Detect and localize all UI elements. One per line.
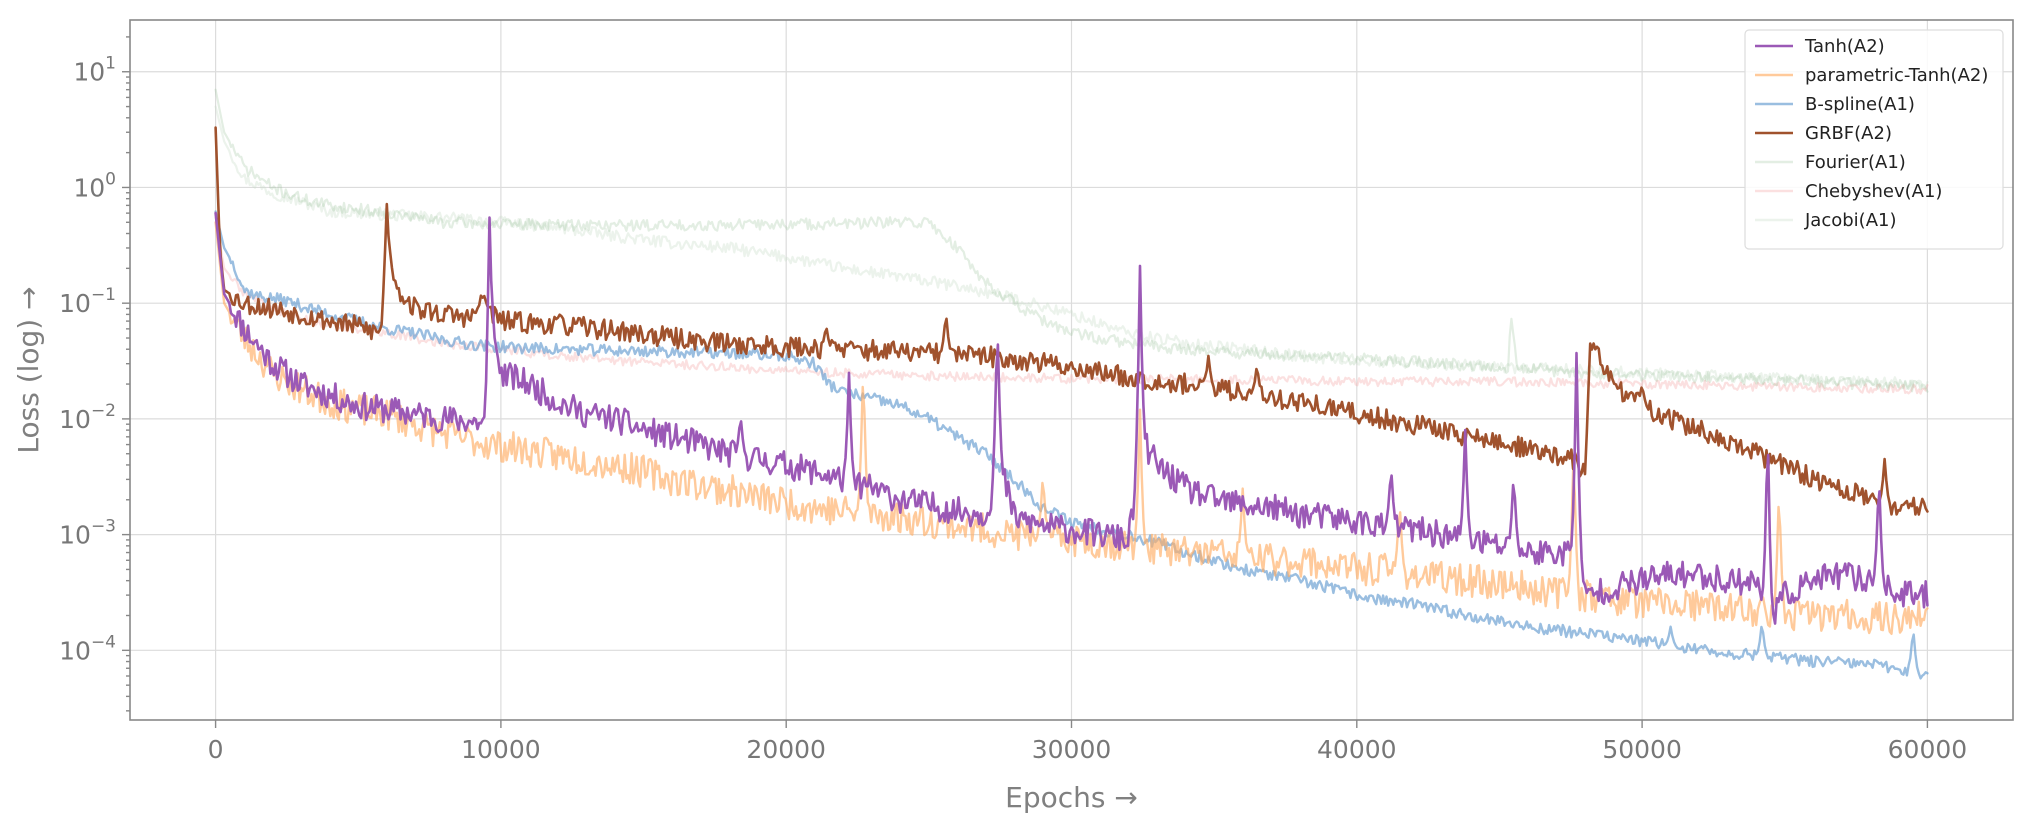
y-tick-label: 101	[73, 54, 116, 87]
series-line-tanh-a2	[214, 211, 1929, 625]
legend-label: Fourier(A1)	[1805, 152, 1906, 173]
x-tick-label: 30000	[1032, 735, 1112, 764]
legend-label: B-spline(A1)	[1805, 94, 1915, 115]
series-line-jacobi-a1	[214, 105, 1929, 390]
x-axis: 0 10000 20000 30000 40000 50000 60000	[208, 720, 1968, 764]
legend-box	[1744, 29, 2004, 250]
y-axis: 101 100 10−1 10−2 10−3 10−4	[59, 36, 130, 712]
legend-label: Chebyshev(A1)	[1805, 181, 1942, 202]
y-tick-label: 10−4	[59, 632, 116, 665]
legend: Tanh(A2) parametric-Tanh(A2) B-spline(A1) G…	[1744, 29, 2004, 250]
x-tick-label: 10000	[461, 735, 541, 764]
x-axis-label: Epochs →	[1005, 781, 1138, 813]
x-tick-label: 20000	[746, 735, 826, 764]
series-layer	[214, 88, 1929, 680]
legend-label: Tanh(A2)	[1804, 36, 1885, 57]
y-tick-label: 10−2	[59, 401, 116, 434]
y-tick-label: 10−1	[59, 285, 116, 318]
y-tick-label: 10−3	[59, 517, 116, 550]
legend-label: GRBF(A2)	[1805, 123, 1892, 144]
y-tick-label: 100	[73, 169, 116, 202]
legend-label: parametric-Tanh(A2)	[1805, 65, 1988, 86]
series-line-fourier-a1	[214, 88, 1929, 393]
y-axis-label: Loss (log) →	[12, 286, 45, 453]
series-line-parametric-tanh-a2	[214, 221, 1929, 635]
legend-label: Jacobi(A1)	[1804, 210, 1897, 231]
x-tick-label: 40000	[1317, 735, 1397, 764]
x-tick-label: 50000	[1602, 735, 1682, 764]
series-line-grbf-a2	[214, 126, 1929, 516]
x-tick-label: 0	[208, 735, 224, 764]
x-tick-label: 60000	[1888, 735, 1968, 764]
